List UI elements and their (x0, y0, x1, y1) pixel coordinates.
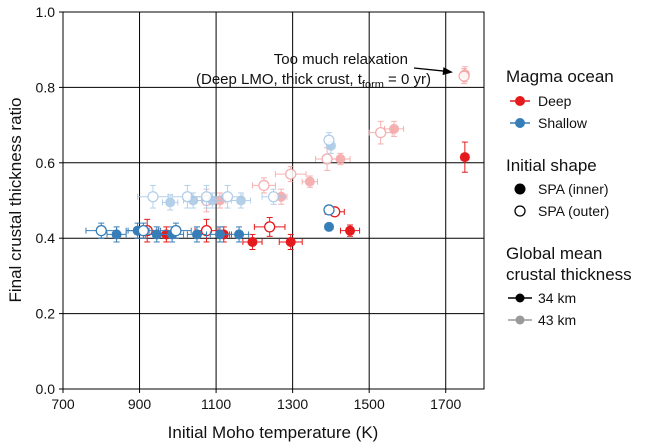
data-point (171, 184, 204, 209)
inner-marker (459, 152, 470, 163)
data-point (323, 204, 335, 216)
inner-marker (323, 221, 334, 232)
x-tick-label: 1500 (354, 396, 385, 412)
x-tick-label: 1700 (430, 396, 461, 412)
inner-marker (234, 229, 245, 240)
inner-marker (304, 176, 315, 187)
data-point (323, 221, 334, 232)
data-point (127, 222, 160, 239)
axis-ticks: 700 900 1100 1300 1500 1700 0.0 0.2 0.4 0.6 0.8 1.0 (36, 4, 462, 412)
outer-marker (147, 191, 159, 203)
annotation: Too much relaxation (Deep LMO, thick cru… (196, 51, 453, 91)
outer-marker (375, 126, 387, 139)
data-point (253, 216, 286, 237)
data-point (339, 224, 361, 237)
data-point (458, 68, 470, 85)
outer-marker (264, 221, 276, 233)
inner-marker (111, 229, 122, 240)
data-point (251, 177, 276, 194)
annotation-line-1: Too much relaxation (274, 51, 408, 68)
inner-marker (235, 195, 246, 206)
y-tick-label: 0.2 (36, 306, 56, 322)
x-axis-label: Initial Moho temperature (K) (168, 423, 379, 442)
inner-marker (285, 236, 296, 247)
data-point (242, 233, 263, 251)
legend-deep-label: Deep (538, 93, 572, 109)
outer-marker (137, 225, 150, 237)
data-point (274, 166, 307, 183)
legend-43km-marker (515, 315, 525, 325)
data-point (459, 141, 470, 173)
legend-magma-title: Magma ocean (506, 67, 614, 86)
data-point (106, 226, 127, 243)
inner-marker (165, 197, 176, 208)
data-point (383, 120, 405, 137)
data-point (368, 120, 393, 145)
y-tick-label: 0.0 (36, 381, 56, 397)
legend-shallow-label: Shallow (538, 115, 588, 131)
legend-shallow-marker (515, 118, 525, 128)
inner-marker (214, 229, 225, 240)
outer-marker (321, 153, 333, 165)
legend-34km-marker (515, 293, 525, 303)
data-points (85, 66, 470, 251)
legend-shape-title: Initial shape (506, 156, 597, 175)
inner-marker (389, 123, 400, 134)
legend-thick-title-1: Global mean (506, 244, 602, 263)
legend-34km-label: 34 km (538, 290, 576, 306)
y-tick-label: 0.6 (36, 155, 56, 171)
legend-thick-title-2: crustal thickness (506, 265, 632, 284)
x-tick-label: 1100 (201, 396, 231, 412)
x-tick-label: 900 (128, 396, 152, 412)
y-tick-label: 0.4 (36, 230, 56, 246)
annotation-arrowhead (442, 67, 453, 76)
outer-marker (285, 168, 297, 180)
data-point (160, 222, 192, 239)
data-point (228, 226, 250, 243)
data-point (137, 184, 169, 209)
outer-marker (221, 191, 234, 203)
y-tick-label: 0.8 (36, 79, 56, 95)
x-tick-label: 700 (51, 396, 75, 412)
outer-marker (323, 134, 335, 146)
data-point (301, 175, 319, 188)
data-point (261, 188, 286, 205)
legend-inner-marker (514, 183, 526, 195)
legend-deep-marker (515, 96, 525, 106)
annotation-arrow (413, 67, 446, 72)
inner-marker (191, 229, 202, 240)
outer-marker (95, 225, 107, 237)
data-point (85, 222, 118, 239)
inner-marker (345, 225, 356, 236)
legend: Magma ocean Deep Shallow Initial shape S… (506, 67, 632, 328)
data-point (323, 132, 335, 149)
inner-marker (151, 229, 162, 240)
y-tick-label: 1.0 (36, 4, 56, 20)
inner-marker (247, 236, 258, 247)
legend-outer-label: SPA (outer) (538, 203, 609, 219)
legend-inner-label: SPA (inner) (538, 181, 609, 197)
data-point (230, 192, 252, 209)
y-axis-label: Final crustal thickness ratio (6, 97, 25, 302)
outer-marker (267, 191, 280, 203)
data-point (315, 147, 340, 171)
data-point (278, 233, 303, 251)
legend-outer-marker (514, 205, 526, 217)
outer-marker (170, 225, 182, 237)
outer-marker (258, 179, 270, 192)
outer-marker (458, 70, 470, 82)
data-point (211, 184, 244, 209)
data-point (186, 226, 208, 243)
plot-frame (62, 11, 485, 390)
x-tick-label: 1300 (277, 396, 308, 412)
annotation-line-2: (Deep LMO, thick crust, tform = 0 yr) (196, 71, 431, 91)
outer-marker (200, 191, 213, 203)
legend-43km-label: 43 km (538, 312, 576, 328)
inner-marker (335, 154, 346, 165)
outer-marker (323, 204, 335, 216)
